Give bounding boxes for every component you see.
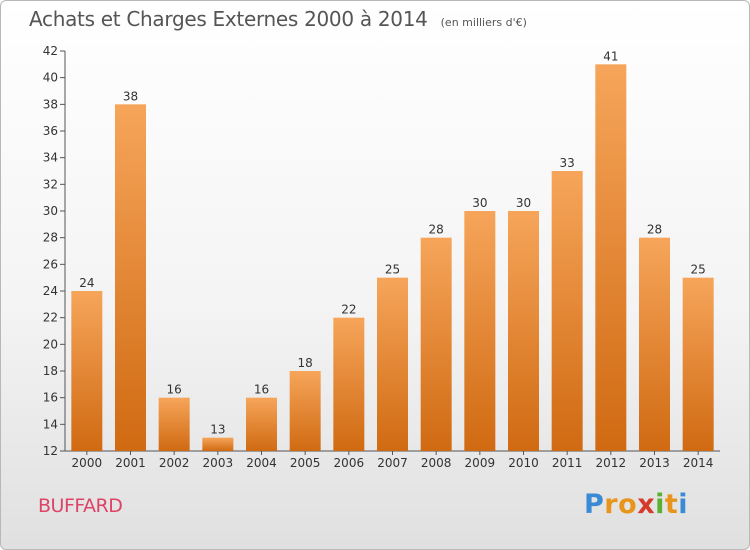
data-label: 16 xyxy=(167,383,182,397)
bar xyxy=(158,397,190,451)
y-tick-label: 42 xyxy=(43,44,58,58)
bar xyxy=(246,397,277,451)
x-tick-label: 2010 xyxy=(508,456,539,470)
x-tick-label: 2000 xyxy=(72,456,103,470)
x-tick-label: 2014 xyxy=(683,456,714,470)
bar xyxy=(333,317,365,451)
x-tick-label: 2002 xyxy=(159,456,190,470)
bar xyxy=(289,371,321,451)
proxiti-logo: Proxiti xyxy=(584,489,688,520)
bar xyxy=(682,277,714,451)
data-label: 24 xyxy=(79,276,94,290)
bar xyxy=(377,277,408,451)
x-tick-label: 2001 xyxy=(115,456,146,470)
bar xyxy=(551,171,583,451)
data-label: 25 xyxy=(385,263,400,277)
logo-letter: i xyxy=(655,489,665,520)
x-tick-label: 2004 xyxy=(246,456,277,470)
bar xyxy=(71,291,103,451)
y-tick-label: 14 xyxy=(43,417,58,431)
logo-letter: o xyxy=(618,489,638,520)
x-tick-label: 2007 xyxy=(377,456,408,470)
data-label: 30 xyxy=(472,196,487,210)
data-label: 28 xyxy=(429,223,444,237)
data-label: 30 xyxy=(516,196,531,210)
x-tick-label: 2009 xyxy=(465,456,496,470)
logo-letter: x xyxy=(637,489,656,520)
chart-axes: 12 14 16 18 20 22 24 26 28 30 32 34 36 38 40 42 2000 2001… xyxy=(43,44,720,470)
bar xyxy=(202,437,234,451)
data-label: 22 xyxy=(341,303,356,317)
data-label: 16 xyxy=(254,383,269,397)
x-tick-label: 2008 xyxy=(421,456,452,470)
y-tick-label: 20 xyxy=(43,337,58,351)
y-tick-label: 36 xyxy=(43,124,58,138)
data-label: 28 xyxy=(647,223,662,237)
data-label: 13 xyxy=(210,423,225,437)
bar xyxy=(115,104,146,451)
logo-letter: t xyxy=(664,489,679,520)
y-tick-label: 16 xyxy=(43,391,58,405)
bar xyxy=(508,211,539,451)
chart-bars: 24 38 16 13 16 18 22 25 28 30 30 33 41 28 25 xyxy=(71,49,714,452)
chart-unit-label: (en milliers d'€) xyxy=(440,16,527,29)
data-label: 25 xyxy=(691,263,706,277)
bar xyxy=(639,237,670,451)
x-tick-label: 2013 xyxy=(639,456,670,470)
y-tick-label: 26 xyxy=(43,257,58,271)
x-tick-label: 2003 xyxy=(203,456,234,470)
y-tick-label: 18 xyxy=(43,364,58,378)
x-tick-label: 2011 xyxy=(552,456,583,470)
y-tick-label: 12 xyxy=(43,444,58,458)
x-tick-label: 2006 xyxy=(334,456,365,470)
chart-title: Achats et Charges Externes 2000 à 2014 xyxy=(29,7,428,31)
logo-letter: P xyxy=(584,489,605,520)
data-label: 38 xyxy=(123,89,138,103)
logo-letter: r xyxy=(604,489,619,520)
bar xyxy=(420,237,452,451)
y-tick-label: 38 xyxy=(43,97,58,111)
x-tick-label: 2012 xyxy=(596,456,627,470)
data-label: 41 xyxy=(603,49,618,63)
title-row: Achats et Charges Externes 2000 à 2014 (… xyxy=(29,7,527,31)
data-label: 33 xyxy=(560,156,575,170)
y-tick-label: 28 xyxy=(43,231,58,245)
y-tick-label: 22 xyxy=(43,311,58,325)
y-tick-label: 40 xyxy=(43,71,58,85)
y-tick-label: 32 xyxy=(43,177,58,191)
x-tick-label: 2005 xyxy=(290,456,321,470)
bar xyxy=(595,64,627,452)
bar xyxy=(464,211,496,451)
y-tick-label: 30 xyxy=(43,204,58,218)
y-tick-label: 24 xyxy=(43,284,58,298)
logo-letter: i xyxy=(678,489,689,520)
y-tick-label: 34 xyxy=(43,151,58,165)
data-label: 18 xyxy=(298,356,313,370)
commune-name: BUFFARD xyxy=(38,495,123,517)
